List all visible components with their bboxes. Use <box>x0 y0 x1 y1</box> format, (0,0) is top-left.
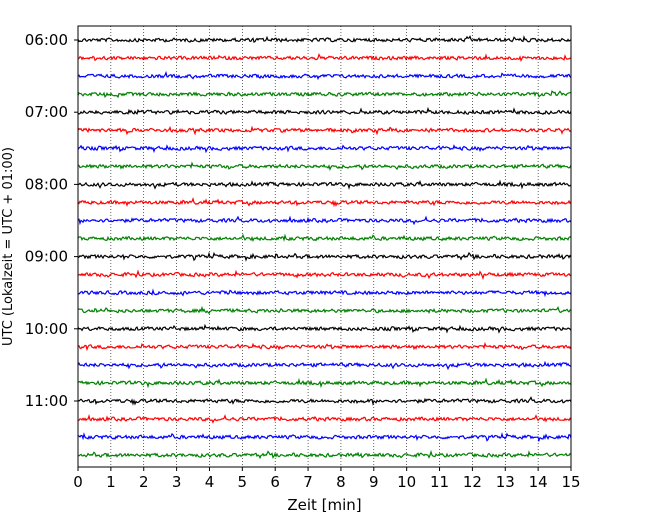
x-axis: 0 1 2 3 4 5 6 7 8 9 10 11 12 13 14 15 <box>73 467 581 491</box>
y-tick-label: 08:00 <box>25 175 68 193</box>
y-tick-label: 09:00 <box>25 248 68 266</box>
plot-frame <box>77 25 572 468</box>
x-tick-label: 0 <box>73 473 83 491</box>
trace-line <box>77 70 572 81</box>
trace-line <box>77 396 572 406</box>
x-tick-label: 1 <box>106 473 116 491</box>
y-axis-label: UTC (Lokalzeit = UTC + 01:00) <box>1 147 16 346</box>
trace-line <box>77 449 572 460</box>
x-tick-label: 4 <box>205 473 215 491</box>
x-tick-label: 12 <box>463 473 482 491</box>
y-axis: 06:00 07:00 08:00 09:00 10:00 11:00 <box>25 31 78 410</box>
trace-line <box>77 251 572 262</box>
x-tick-label: 15 <box>561 473 580 491</box>
trace-line <box>77 144 572 154</box>
y-tick-label: 11:00 <box>25 392 68 410</box>
trace-line <box>77 161 572 171</box>
x-tick-label: 10 <box>397 473 416 491</box>
x-tick-label: 7 <box>303 473 313 491</box>
trace-line <box>77 305 572 315</box>
trace-line <box>77 90 572 99</box>
x-tick-label: 6 <box>270 473 280 491</box>
seismic-traces <box>77 35 572 460</box>
trace-line <box>77 215 572 226</box>
x-tick-label: 13 <box>496 473 515 491</box>
trace-line <box>77 233 572 242</box>
x-tick-label: 2 <box>139 473 149 491</box>
trace-line <box>77 196 572 208</box>
trace-line <box>77 269 572 281</box>
x-tick-label: 5 <box>238 473 248 491</box>
y-tick-label: 10:00 <box>25 320 68 338</box>
trace-line <box>77 413 572 424</box>
x-axis-label: Zeit [min] <box>287 496 361 514</box>
x-tick-label: 9 <box>369 473 379 491</box>
trace-line <box>77 360 572 371</box>
trace-line <box>77 288 572 298</box>
trace-line <box>77 125 572 136</box>
trace-line <box>77 179 572 190</box>
x-tick-label: 3 <box>172 473 182 491</box>
y-tick-label: 06:00 <box>25 31 68 49</box>
trace-line <box>77 35 572 43</box>
trace-line <box>77 432 572 443</box>
x-tick-label: 14 <box>529 473 548 491</box>
x-tick-label: 11 <box>430 473 449 491</box>
trace-line <box>77 53 572 62</box>
x-tick-label: 8 <box>336 473 346 491</box>
trace-line <box>77 341 572 352</box>
trace-line <box>77 106 572 116</box>
y-tick-label: 07:00 <box>25 103 68 121</box>
trace-line <box>77 323 572 334</box>
trace-line <box>77 377 572 389</box>
